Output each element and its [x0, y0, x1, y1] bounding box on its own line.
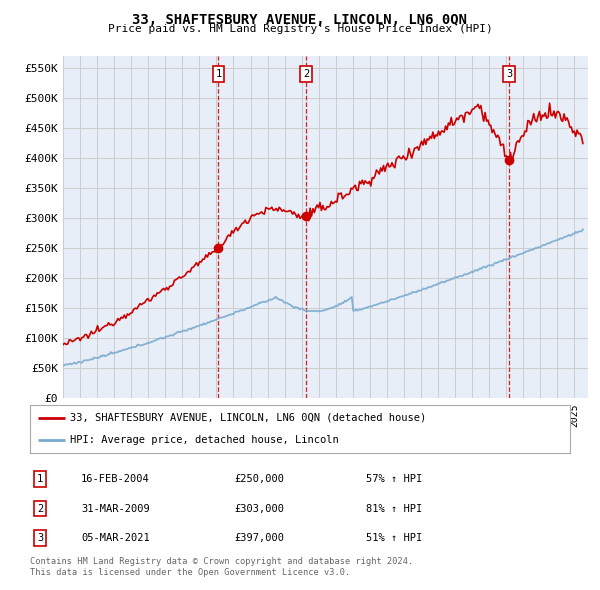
- Text: 57% ↑ HPI: 57% ↑ HPI: [366, 474, 422, 484]
- Text: 1: 1: [215, 69, 221, 79]
- Text: £250,000: £250,000: [234, 474, 284, 484]
- Text: 33, SHAFTESBURY AVENUE, LINCOLN, LN6 0QN (detached house): 33, SHAFTESBURY AVENUE, LINCOLN, LN6 0QN…: [71, 413, 427, 423]
- Text: £303,000: £303,000: [234, 504, 284, 513]
- Text: Price paid vs. HM Land Registry's House Price Index (HPI): Price paid vs. HM Land Registry's House …: [107, 24, 493, 34]
- Text: 3: 3: [37, 533, 43, 543]
- Text: 1: 1: [37, 474, 43, 484]
- Text: HPI: Average price, detached house, Lincoln: HPI: Average price, detached house, Linc…: [71, 435, 339, 445]
- Text: 51% ↑ HPI: 51% ↑ HPI: [366, 533, 422, 543]
- Text: 33, SHAFTESBURY AVENUE, LINCOLN, LN6 0QN: 33, SHAFTESBURY AVENUE, LINCOLN, LN6 0QN: [133, 13, 467, 27]
- Text: This data is licensed under the Open Government Licence v3.0.: This data is licensed under the Open Gov…: [30, 568, 350, 577]
- Text: £397,000: £397,000: [234, 533, 284, 543]
- Text: Contains HM Land Registry data © Crown copyright and database right 2024.: Contains HM Land Registry data © Crown c…: [30, 558, 413, 566]
- Text: 81% ↑ HPI: 81% ↑ HPI: [366, 504, 422, 513]
- Text: 05-MAR-2021: 05-MAR-2021: [81, 533, 150, 543]
- Text: 2: 2: [303, 69, 309, 79]
- Text: 31-MAR-2009: 31-MAR-2009: [81, 504, 150, 513]
- Text: 3: 3: [506, 69, 512, 79]
- Text: 2: 2: [37, 504, 43, 513]
- Text: 16-FEB-2004: 16-FEB-2004: [81, 474, 150, 484]
